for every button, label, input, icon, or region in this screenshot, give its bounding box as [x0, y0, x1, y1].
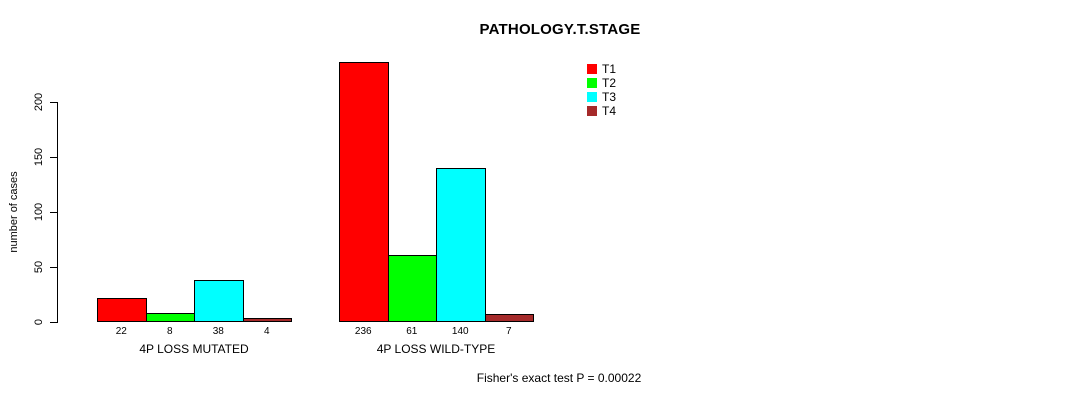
bar-value-label: 140 — [451, 326, 469, 337]
legend-swatch-t1 — [587, 64, 597, 74]
y-axis-label: number of cases — [8, 171, 20, 253]
legend-label-t3: T3 — [602, 90, 617, 104]
legend-label-t4: T4 — [602, 104, 617, 118]
bar-t4-group2 — [484, 314, 534, 322]
y-tick-mark — [50, 102, 57, 103]
y-tick-label: 200 — [33, 92, 45, 112]
bar-t3-group2 — [436, 168, 486, 322]
bar-t1-group1 — [97, 298, 147, 322]
legend-row-t4: T4 — [587, 104, 617, 118]
legend-row-t2: T2 — [587, 76, 617, 90]
y-tick-label: 0 — [33, 318, 45, 326]
legend-row-t3: T3 — [587, 90, 617, 104]
category-label: 4P LOSS WILD-TYPE — [376, 342, 496, 356]
legend-row-t1: T1 — [587, 62, 617, 76]
bar-value-label: 7 — [505, 326, 512, 337]
bar-value-label: 4 — [263, 326, 270, 337]
bar-value-label: 236 — [354, 326, 372, 337]
bar-t4-group1 — [242, 318, 292, 322]
bar-t1-group2 — [339, 62, 389, 322]
bar-t2-group2 — [387, 255, 437, 322]
bar-value-label: 22 — [115, 326, 127, 337]
legend-label-t1: T1 — [602, 62, 617, 76]
y-tick-mark — [50, 212, 57, 213]
bar-value-label: 61 — [406, 326, 418, 337]
y-tick-label: 100 — [33, 202, 45, 222]
legend: T1 T2 T3 T4 — [587, 62, 617, 118]
chart-title: PATHOLOGY.T.STAGE — [479, 21, 641, 38]
y-tick-label: 50 — [33, 260, 45, 274]
legend-swatch-t3 — [587, 92, 597, 102]
bar-value-label: 8 — [166, 326, 173, 337]
legend-swatch-t2 — [587, 78, 597, 88]
y-axis-line — [57, 102, 58, 323]
bar-value-label: 38 — [212, 326, 224, 337]
y-tick-mark — [50, 322, 57, 323]
bar-t3-group1 — [194, 280, 244, 322]
y-tick-mark — [50, 157, 57, 158]
bar-t2-group1 — [145, 313, 195, 322]
footnote: Fisher's exact test P = 0.00022 — [476, 371, 642, 385]
category-label: 4P LOSS MUTATED — [139, 342, 249, 356]
legend-label-t2: T2 — [602, 76, 617, 90]
y-tick-mark — [50, 267, 57, 268]
legend-swatch-t4 — [587, 106, 597, 116]
y-tick-label: 150 — [33, 147, 45, 167]
